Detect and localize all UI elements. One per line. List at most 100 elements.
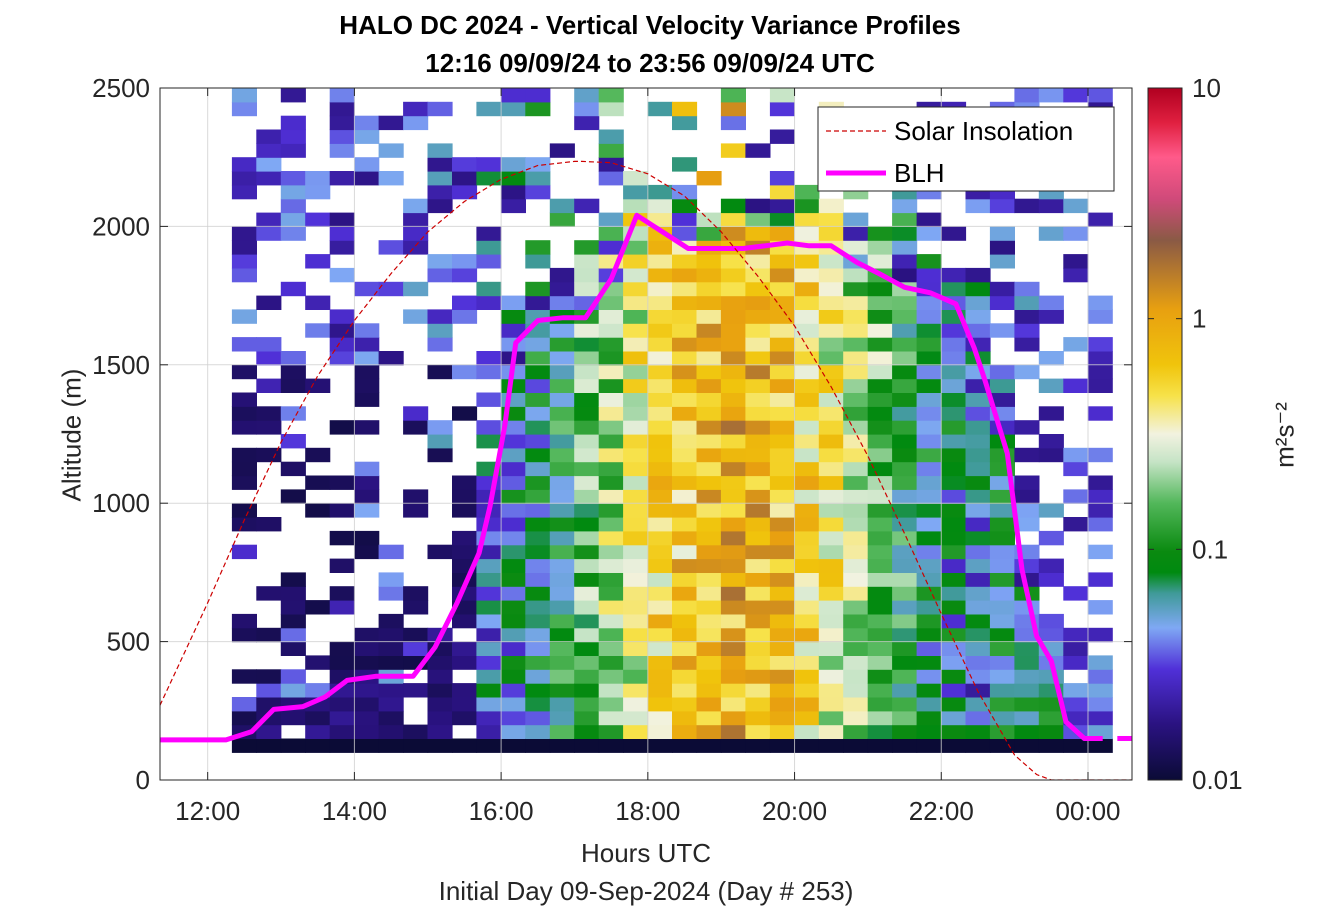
heatmap-cell — [647, 461, 673, 477]
heatmap-cell — [403, 115, 429, 131]
heatmap-cell — [549, 323, 575, 338]
heatmap-cell — [745, 475, 771, 490]
heatmap-cell — [305, 710, 331, 726]
heatmap-cell — [231, 669, 257, 684]
heatmap-cell — [696, 586, 722, 601]
heatmap-cell — [329, 641, 355, 656]
heatmap-cell — [794, 544, 820, 560]
heatmap-cell — [1087, 351, 1113, 366]
x-tick-label: 20:00 — [762, 796, 827, 826]
heatmap-cell — [647, 337, 673, 352]
heatmap-cell — [549, 503, 575, 518]
heatmap-cell — [720, 378, 746, 393]
heatmap-cell — [403, 600, 429, 615]
heatmap-cell — [427, 254, 453, 269]
heatmap-cell — [1014, 572, 1040, 587]
heatmap-cell — [525, 710, 551, 726]
heatmap-cell — [769, 683, 795, 698]
heatmap-cell — [989, 558, 1015, 573]
heatmap-cell — [965, 475, 991, 490]
heatmap-cell — [672, 489, 698, 504]
heatmap-cell — [354, 530, 380, 546]
heatmap-cell — [965, 544, 991, 560]
heatmap-cell — [843, 420, 869, 435]
heatmap-cell — [452, 364, 478, 380]
heatmap-cell — [1014, 281, 1040, 297]
heatmap-cell — [843, 503, 869, 518]
heatmap-cell — [525, 697, 551, 712]
heatmap-cell — [549, 697, 575, 712]
heatmap-cell — [549, 489, 575, 504]
heatmap-cell — [549, 143, 575, 158]
heatmap-cell — [280, 738, 306, 753]
heatmap-cell — [965, 641, 991, 656]
heatmap-cell — [647, 240, 673, 255]
heatmap-cell — [476, 627, 502, 643]
heatmap-cell — [818, 281, 844, 297]
heatmap-cell — [867, 434, 893, 449]
heatmap-cell — [916, 309, 942, 324]
heatmap-cell — [720, 309, 746, 324]
heatmap-cell — [892, 295, 918, 310]
heatmap-cell — [965, 710, 991, 726]
heatmap-cell — [989, 503, 1015, 518]
heatmap-cell — [941, 267, 967, 283]
heatmap-cell — [1014, 683, 1040, 698]
heatmap-cell — [476, 392, 502, 407]
heatmap-cell — [696, 724, 722, 739]
heatmap-cell — [403, 226, 429, 241]
heatmap-cell — [403, 406, 429, 421]
heatmap-cell — [647, 267, 673, 283]
heatmap-cell — [720, 351, 746, 366]
heatmap-cell — [623, 489, 649, 504]
heatmap-cell — [867, 461, 893, 477]
heatmap-cell — [892, 406, 918, 421]
heatmap-cell — [476, 171, 502, 186]
heatmap-cell — [745, 392, 771, 407]
heatmap-cell — [1038, 406, 1064, 421]
heatmap-cell — [1038, 627, 1064, 643]
heatmap-cell — [720, 88, 746, 103]
plot-frame — [159, 87, 1133, 781]
heatmap-cell — [500, 475, 526, 490]
heatmap-cell — [794, 309, 820, 324]
heatmap-cell — [500, 503, 526, 518]
heatmap-cell — [867, 572, 893, 587]
heatmap-cell — [280, 281, 306, 297]
heatmap-cell — [549, 420, 575, 435]
heatmap-cell — [696, 669, 722, 684]
heatmap-cell — [598, 364, 624, 380]
heatmap-cell — [843, 697, 869, 712]
heatmap-cell — [598, 572, 624, 587]
heatmap-cell — [745, 254, 771, 269]
heatmap-cell — [354, 683, 380, 698]
heatmap-cell — [476, 613, 502, 629]
heatmap-cell — [769, 641, 795, 656]
heatmap-cell — [965, 198, 991, 214]
heatmap-cell — [672, 420, 698, 435]
heatmap-cell — [1014, 323, 1040, 338]
heatmap-cell — [1014, 475, 1040, 490]
heatmap-cell — [500, 710, 526, 726]
heatmap-cell — [231, 447, 257, 463]
heatmap-cell — [623, 655, 649, 670]
heatmap-cell — [525, 184, 551, 200]
heatmap-cell — [696, 738, 722, 753]
heatmap-cell — [305, 184, 331, 200]
y-tick-label: 2500 — [92, 73, 150, 103]
heatmap-cell — [769, 309, 795, 324]
heatmap-cell — [916, 392, 942, 407]
heatmap-cell — [623, 240, 649, 255]
heatmap-cell — [378, 683, 404, 698]
heatmap-cell — [525, 461, 551, 477]
heatmap-cell — [452, 184, 478, 200]
heatmap-cell — [769, 378, 795, 393]
heatmap-cell — [892, 212, 918, 227]
heatmap-cell — [647, 738, 673, 753]
heatmap-cell — [1038, 351, 1064, 366]
heatmap-cell — [280, 613, 306, 629]
heatmap-cell — [452, 157, 478, 172]
heatmap-cell — [1087, 447, 1113, 463]
heatmap-cell — [329, 129, 355, 144]
heatmap-cell — [989, 323, 1015, 338]
